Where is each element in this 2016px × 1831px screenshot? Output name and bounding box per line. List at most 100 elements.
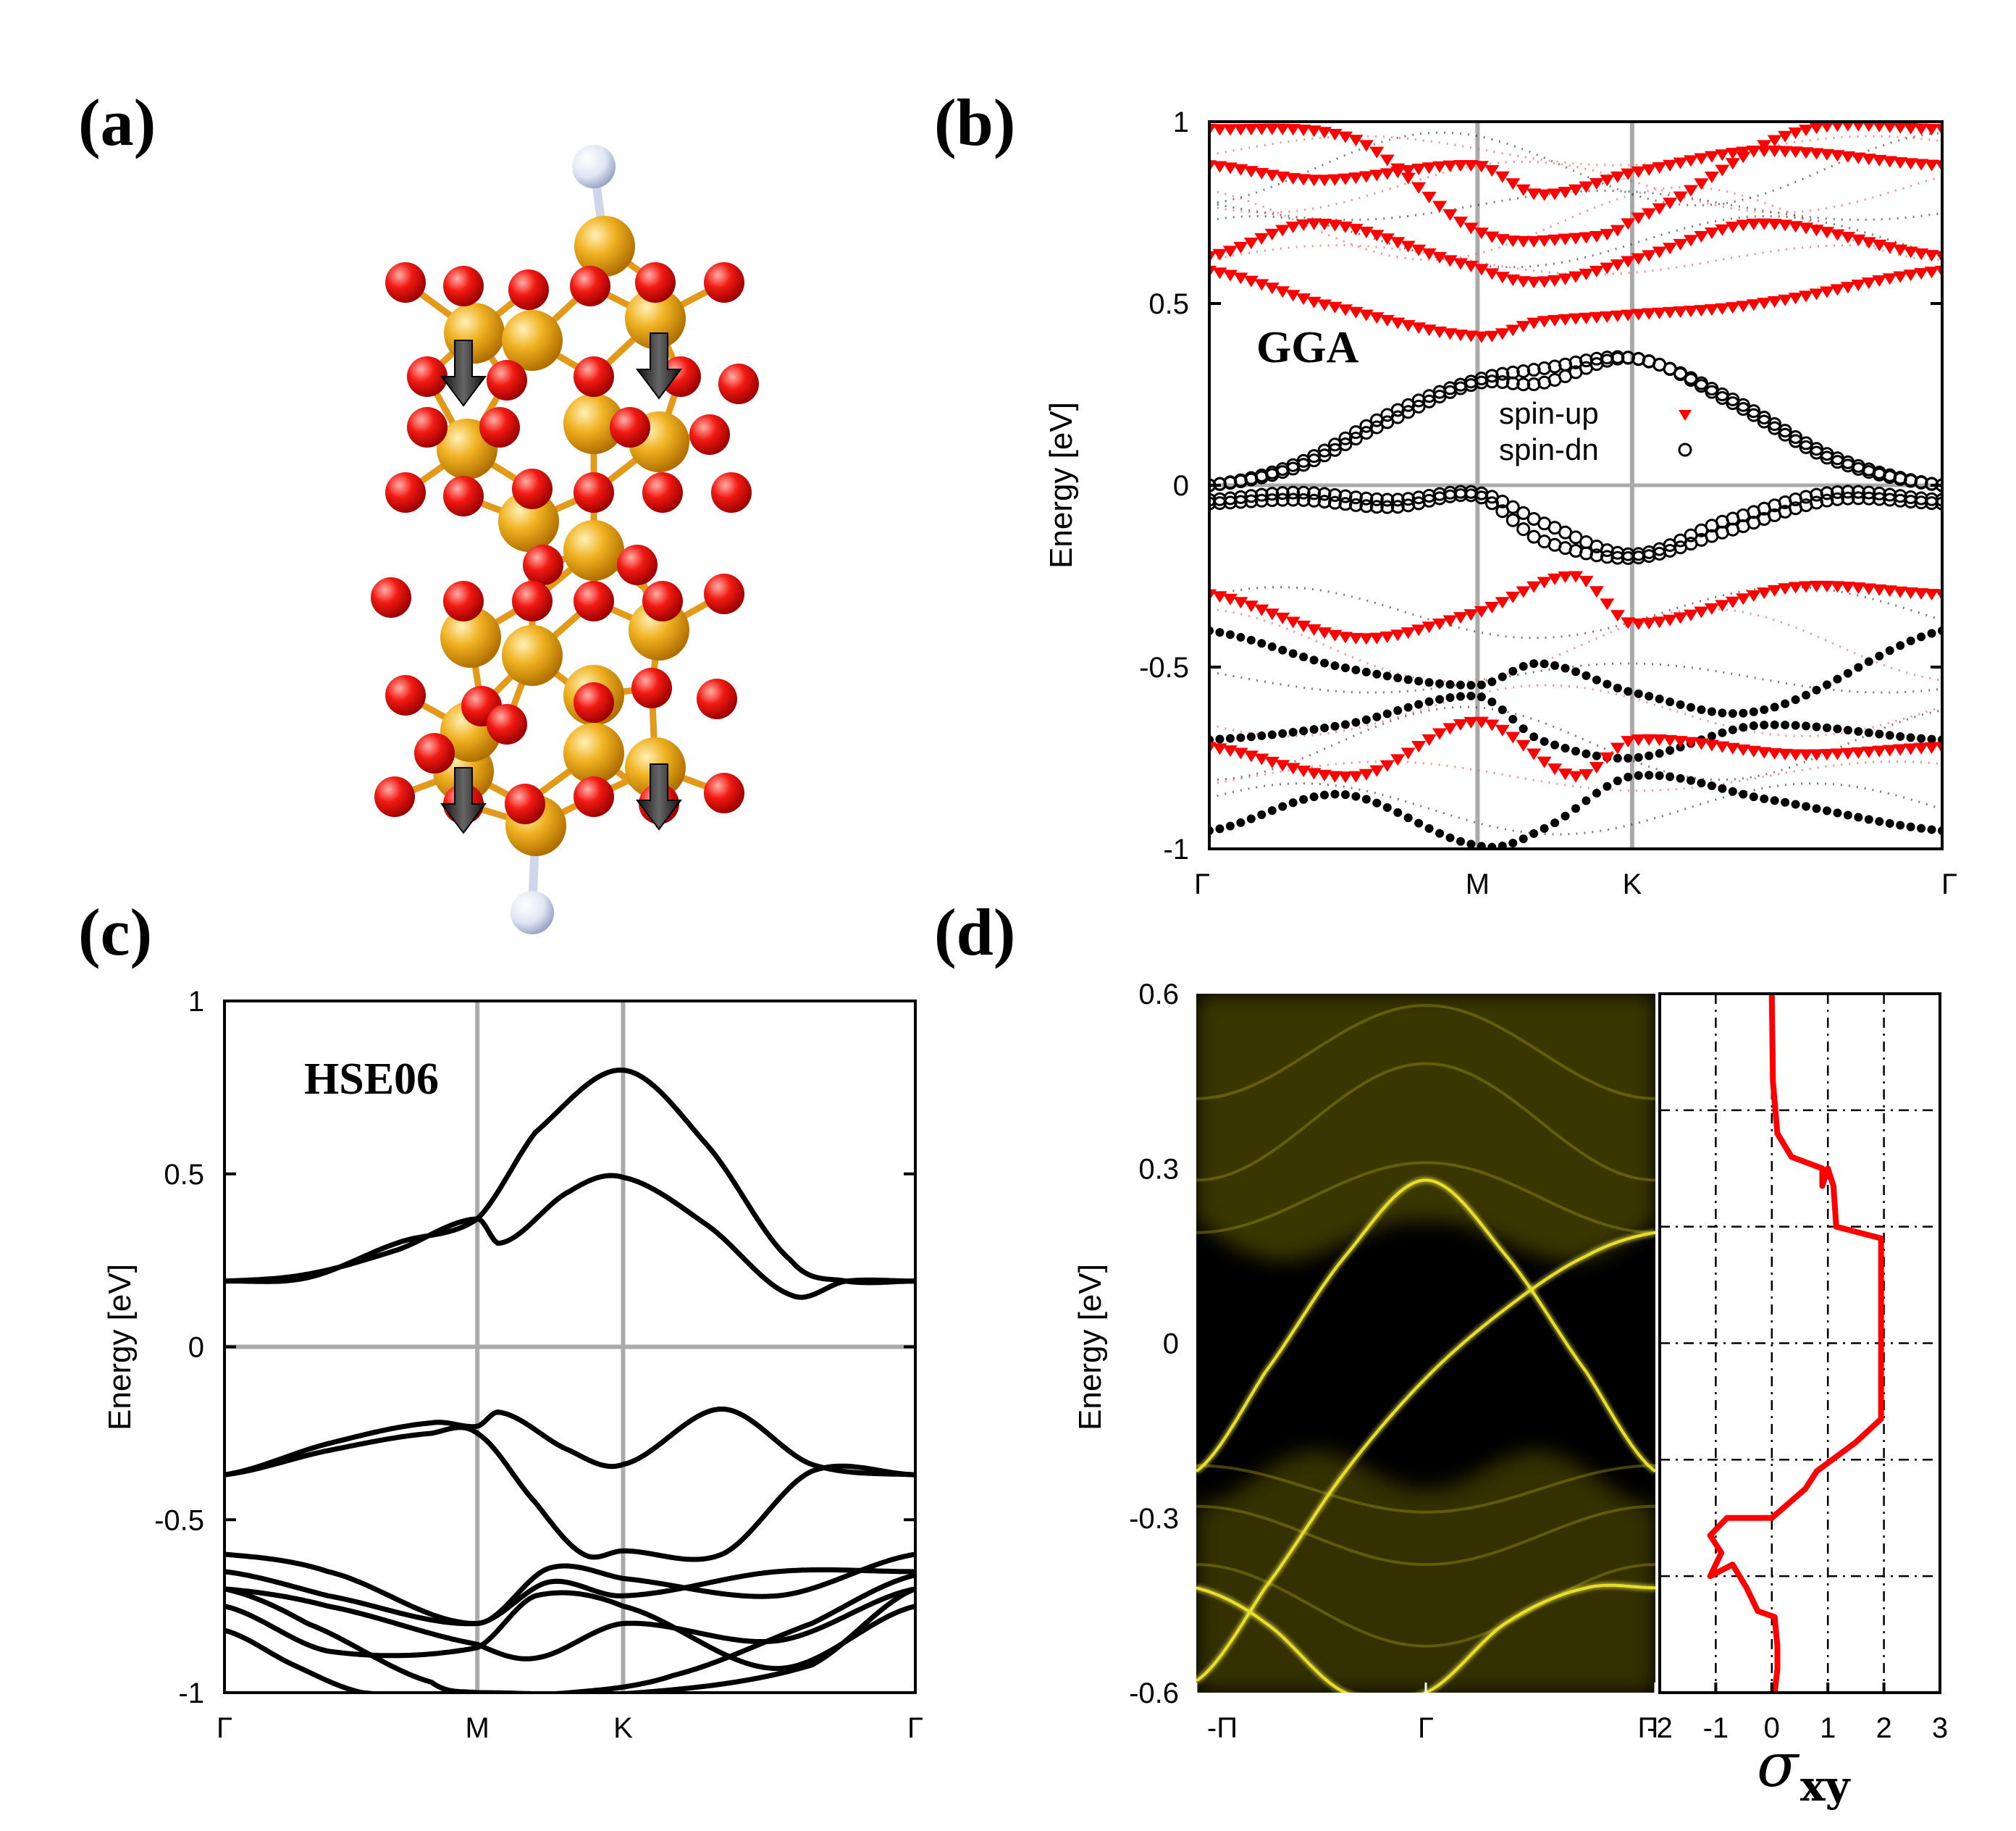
b-spin-dn-marker [1851,491,1865,506]
b-spin-dn-marker [1592,789,1601,798]
b-spin-dn-marker [1885,818,1894,828]
b-spin-up-marker [1233,124,1248,136]
b-spin-dn-marker [1380,493,1395,507]
b-spin-dn-marker [1676,774,1685,783]
b-spin-up-marker [1317,218,1332,230]
b-spin-up-marker [1589,265,1604,277]
d-bulk-conduction [1196,994,1655,1261]
b-spin-up-marker [1861,583,1876,595]
b-spin-dn-marker [1841,491,1855,506]
b-spin-up-marker [1537,235,1552,248]
b-spin-dn-marker [1864,728,1873,737]
b-spin-dn-marker [1927,629,1936,638]
b-y-axis-label: Energy [eV] [1043,402,1079,569]
b-spin-up-marker [1809,148,1824,160]
b-spin-dn-marker [1275,486,1290,500]
b-spin-dn-marker [1403,813,1413,823]
oxygen-atom [443,476,484,516]
b-spin-dn-marker [1236,818,1246,827]
b-spin-up-marker [1914,123,1929,135]
b-spin-dn-marker [1445,693,1455,703]
b-spin-dn-marker [1267,806,1277,816]
b-spin-up-marker [1935,589,1942,601]
magnetic-moment-arrow-icon [440,767,487,834]
c-band-line [224,1173,915,1300]
b-spin-up-marker [1432,618,1448,630]
b-spin-up-marker [1495,724,1510,737]
b-spin-up-marker [1505,274,1521,286]
b-spin-up-marker [1212,124,1227,136]
b-spin-up-marker [1254,753,1269,766]
b-spin-dn-marker [1508,666,1518,676]
b-spin-dn-marker [1770,720,1779,729]
b-spin-dn-marker [1736,402,1750,416]
b-spin-up-marker [1840,282,1855,294]
b-spin-up-marker [1348,172,1364,185]
b-spin-dn-marker [1854,663,1863,672]
b-spin-up-marker [1704,227,1719,240]
c-axis-ticks: 1 0.5 0 -0.5 -1 Γ M K Γ [154,986,923,1744]
d-axis-ticks: 0.6 0.3 0 -0.3 -0.6 -Π Γ Π [1129,979,1658,1744]
b-spin-up-marker [1484,330,1500,343]
b-legend-spin-up-label: spin-up [1499,396,1599,430]
b-spin-up-marker [1715,164,1730,177]
b-spin-dn-marker [1571,667,1580,676]
b-spin-up-marker [1715,149,1730,162]
b-spin-up-marker [1663,306,1678,319]
b-spin-up-marker [1935,160,1942,172]
b-spin-up-marker [1579,181,1594,193]
b-spin-up-marker [1621,218,1636,230]
b-spin-up-marker [1233,272,1248,285]
d-bulk-contour [1196,1161,1655,1234]
b-spin-up-marker [1516,276,1531,288]
panel-label-a: (a) [78,85,156,159]
b-spin-dn-marker [1317,448,1332,463]
b-spin-dn-marker [1582,749,1591,758]
b-spin-dn-marker [1340,790,1350,800]
b-spin-dn-marker [1778,427,1792,442]
b-spin-dn-marker [1382,803,1392,812]
b-spin-up-marker [1222,246,1238,258]
b-spin-up-marker [1631,618,1646,630]
b-spin-up-marker [1505,178,1521,190]
b-spin-dn-marker [1236,632,1246,642]
b-spin-up-marker [1222,269,1238,282]
b-spin-dn-marker [1508,715,1518,724]
oxygen-atom [385,675,426,716]
oxygen-atom [574,581,614,621]
b-spin-up-marker [1327,301,1343,314]
panel-label-c: (c) [78,895,152,969]
b-spin-up-marker [1788,749,1803,761]
b-spin-up-marker [1505,235,1521,248]
c-band-line [224,1425,915,1562]
b-spin-up-marker [1275,123,1290,135]
c-xtick-label: Γ [217,1712,232,1744]
b-band-dn [1209,485,1942,561]
b-spin-up-marker [1463,716,1479,729]
b-spin-up-marker [1642,618,1657,630]
b-spin-dn-marker [1864,657,1873,666]
b-faint-band [1209,705,1942,782]
b-spin-dn-marker [1833,674,1842,684]
sigma-xtick-label: 1 [1820,1712,1836,1744]
b-spin-dn-marker [1456,692,1465,701]
b-spin-dn-marker [1529,732,1539,742]
b-spin-up-marker [1568,232,1583,245]
gold-atom [563,520,624,581]
b-spin-dn-marker [1875,729,1884,739]
b-spin-dn-marker [1529,659,1539,669]
b-spin-dn-marker [1603,782,1612,791]
b-spin-up-marker [1358,309,1374,322]
oxygen-atom [487,704,527,745]
b-spin-dn-marker [1348,431,1363,445]
b-spin-up-marker [1348,135,1364,147]
b-spin-dn-marker [1246,732,1256,742]
b-spin-dn-marker [1843,726,1852,735]
b-spin-dn-marker [1613,753,1622,763]
b-spin-dn-marker [1411,399,1426,414]
b-spin-dn-marker [1854,726,1863,736]
b-spin-up-marker [1400,627,1416,640]
b-spin-dn-marker [1673,367,1688,382]
gold-atom [574,216,635,277]
b-spin-dn-marker [1885,731,1894,740]
